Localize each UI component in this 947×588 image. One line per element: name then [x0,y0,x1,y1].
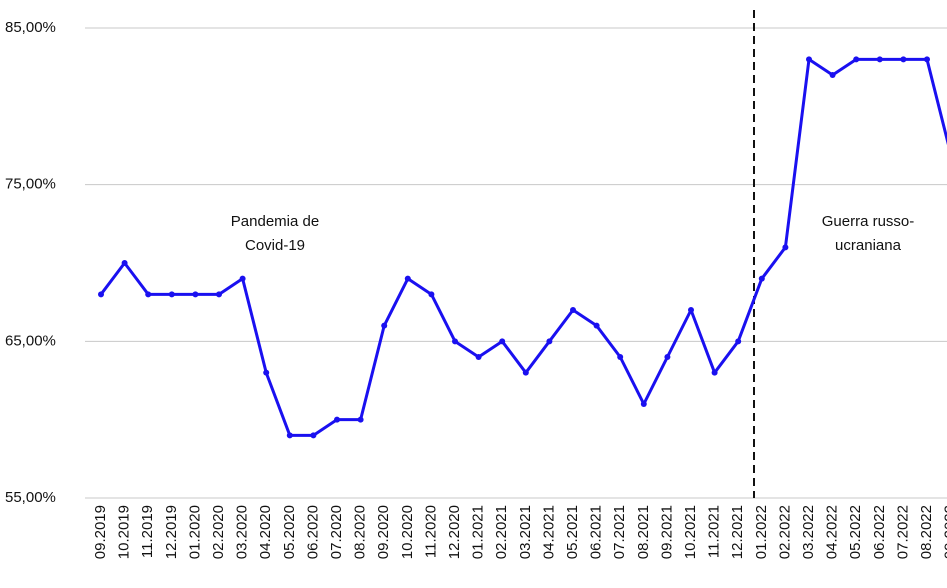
point [192,291,199,298]
x-tick-label: 05.2020 [281,505,298,559]
x-tick-label: 09.2019 [92,505,109,559]
point [758,275,765,282]
point [428,291,435,298]
x-tick-label: 04.2021 [540,505,557,559]
point [924,56,930,63]
x-tick-label: 03.2022 [800,505,817,559]
point [357,416,364,423]
point [404,275,411,282]
x-tick-label: 05.2022 [847,505,864,559]
y-tick-label: 55,00% [5,489,56,506]
x-tick-label: 02.2022 [776,505,793,559]
point [546,338,553,345]
plot: 09.2019 10.2019 11.2019 12.2019 01.2020 02.20… [92,56,947,559]
x-tick-label: 06.2020 [304,505,321,559]
y-tick-label: 85,00% [5,19,56,36]
line [99,57,947,437]
point [145,291,152,298]
annotation: Covid-19 [245,237,305,254]
x-tick-label: 10.2020 [399,505,416,559]
x-tick-label: 03.2021 [517,505,534,559]
x-tick-label: 03.2020 [234,505,251,559]
point [475,354,482,360]
point [806,56,812,63]
x-tick-label: 07.2022 [894,505,911,559]
x-tick-label: 12.2020 [446,505,463,559]
x-tick-label: 02.2020 [210,505,227,559]
x-tick-label: 08.2020 [352,505,369,559]
x-tick-label: 08.2022 [918,505,935,559]
point [499,338,506,345]
x-tick-label: 06.2022 [871,505,888,559]
point [664,354,671,360]
point [522,369,529,376]
annotation: Pandemia de [231,213,319,230]
point [617,354,624,360]
x-tick-label: 01.2020 [186,505,203,559]
point [782,244,789,251]
point [334,416,340,423]
annotation: Guerra russo- [822,213,915,230]
point [688,307,694,313]
x-tick-label: 11.2020 [422,505,439,558]
x-tick-label: 10.2019 [116,505,133,559]
x-tick-label: 07.2021 [611,505,628,559]
point [570,307,576,313]
x-tick-label: 04.2020 [257,505,274,559]
point [98,291,104,298]
annotation: ucraniana [835,237,902,254]
x-tick-label: 09.2022 [942,505,947,559]
point [853,56,860,63]
x-tick-label: 07.2020 [328,505,345,559]
point [168,291,175,298]
y-tick-label: 65,00% [5,332,56,349]
point [900,56,907,63]
x-tick-label: 05.2021 [564,505,581,559]
x-tick-label: 02.2021 [493,505,510,559]
point [640,401,647,407]
x-tick-label: 09.2020 [375,505,392,559]
point [286,432,293,439]
point [829,72,836,78]
point [593,322,600,329]
x-tick-label: 08.2021 [635,505,652,559]
x-tick-label: 01.2022 [753,505,770,559]
point [121,260,128,266]
x-tick-label: 11.2021 [706,505,723,558]
x-tick-label: 09.2021 [658,505,675,559]
x-tick-label: 10.2021 [682,505,699,559]
point [263,369,270,376]
x-tick-label: 01.2021 [470,505,487,559]
point [239,275,246,282]
x-tick-label: 06.2021 [588,505,605,559]
point [876,56,883,63]
point [711,369,718,376]
point [381,322,388,329]
y-tick-label: 75,00% [5,176,56,193]
x-tick-label: 12.2019 [163,505,180,559]
point [452,338,458,345]
x-tick-label: 04.2022 [824,505,841,559]
point [216,291,222,298]
point [310,432,317,439]
x-tick-label: 12.2021 [729,505,746,559]
x-tick-label: 11.2019 [139,505,156,558]
point [735,338,742,345]
